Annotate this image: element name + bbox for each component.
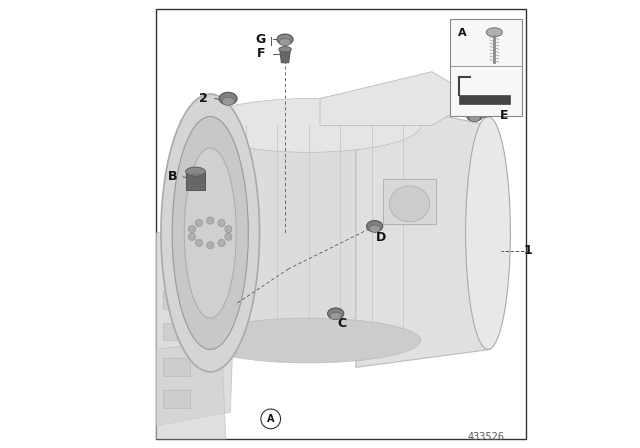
Polygon shape <box>356 99 490 367</box>
Polygon shape <box>157 224 235 426</box>
Text: G: G <box>256 33 266 46</box>
Bar <box>459 95 511 104</box>
Ellipse shape <box>197 99 421 152</box>
Ellipse shape <box>207 242 214 249</box>
Bar <box>163 260 190 278</box>
Ellipse shape <box>184 148 236 318</box>
Polygon shape <box>280 49 291 63</box>
Ellipse shape <box>207 217 214 224</box>
Ellipse shape <box>225 225 232 233</box>
Bar <box>197 125 421 340</box>
Ellipse shape <box>369 225 380 233</box>
Text: D: D <box>376 231 387 244</box>
Ellipse shape <box>218 220 225 227</box>
Bar <box>186 172 205 190</box>
Bar <box>157 9 526 439</box>
Ellipse shape <box>469 114 480 122</box>
Ellipse shape <box>218 239 225 246</box>
Ellipse shape <box>188 233 196 241</box>
Polygon shape <box>157 340 226 439</box>
Ellipse shape <box>219 92 237 105</box>
Ellipse shape <box>389 186 430 222</box>
Text: E: E <box>499 109 508 122</box>
Ellipse shape <box>277 34 293 45</box>
Text: 433526: 433526 <box>467 432 504 442</box>
Ellipse shape <box>225 233 232 241</box>
Text: F: F <box>257 47 265 60</box>
Ellipse shape <box>279 47 291 52</box>
Ellipse shape <box>188 225 196 233</box>
Ellipse shape <box>161 94 260 372</box>
Ellipse shape <box>197 318 421 363</box>
Ellipse shape <box>222 97 234 105</box>
Bar <box>450 19 522 116</box>
Ellipse shape <box>367 220 383 232</box>
Text: A: A <box>458 28 467 38</box>
Text: A: A <box>267 414 275 424</box>
Ellipse shape <box>195 220 203 227</box>
Text: 1: 1 <box>524 244 532 258</box>
Text: B: B <box>168 170 177 184</box>
Ellipse shape <box>195 239 203 246</box>
Bar <box>163 358 190 376</box>
Bar <box>163 390 190 408</box>
Ellipse shape <box>467 110 483 121</box>
Ellipse shape <box>172 116 248 349</box>
Ellipse shape <box>279 39 291 46</box>
Bar <box>163 323 190 340</box>
Bar <box>210 125 219 340</box>
Bar <box>163 291 190 309</box>
Ellipse shape <box>330 312 341 320</box>
Ellipse shape <box>486 28 502 37</box>
Ellipse shape <box>186 167 205 176</box>
Polygon shape <box>320 72 477 125</box>
Circle shape <box>261 409 280 429</box>
Ellipse shape <box>328 308 344 319</box>
Bar <box>383 179 436 224</box>
Ellipse shape <box>466 116 511 349</box>
Text: C: C <box>338 317 347 330</box>
Text: 2: 2 <box>199 92 208 105</box>
